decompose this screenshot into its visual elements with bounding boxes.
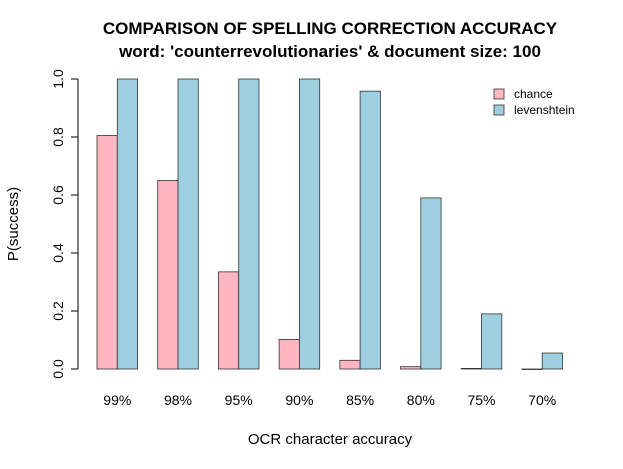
bar-levenshtein-4 <box>359 90 381 370</box>
y-tick-label: 0.8 <box>50 127 66 147</box>
y-axis-label: P(success) <box>5 187 22 261</box>
y-tick-label: 0.2 <box>50 301 66 321</box>
bar-chance-4 <box>339 359 361 370</box>
y-tick-label: 1.0 <box>50 69 66 89</box>
x-tick-label: 80% <box>407 392 435 408</box>
bar-levenshtein-5 <box>420 197 442 370</box>
bar-chance-6 <box>460 368 482 370</box>
x-tick-label: 75% <box>467 392 495 408</box>
y-tick-label: 0.6 <box>50 185 66 205</box>
x-tick-label: 95% <box>225 392 253 408</box>
y-tick-label: 0.4 <box>50 243 66 263</box>
legend-swatch-levenshtein <box>493 104 505 116</box>
x-tick-label: 70% <box>528 392 556 408</box>
bar-chance-3 <box>278 339 300 370</box>
bar-levenshtein-6 <box>481 313 503 370</box>
x-tick-label: 85% <box>346 392 374 408</box>
x-axis-label: OCR character accuracy <box>248 431 413 448</box>
x-tick-label: 98% <box>164 392 192 408</box>
bar-area <box>96 78 563 370</box>
bar-levenshtein-0 <box>116 78 139 370</box>
chart-subtitle: word: 'counterrevolutionaries' & documen… <box>118 42 541 61</box>
bar-chance-5 <box>400 366 422 370</box>
chart-title: COMPARISON OF SPELLING CORRECTION ACCURA… <box>103 19 558 38</box>
legend-label-levenshtein: levenshtein <box>514 103 575 117</box>
bar-levenshtein-3 <box>298 78 321 370</box>
y-axis-ticks: 0.0 0.2 0.4 0.6 0.8 1.0 <box>50 69 78 379</box>
x-tick-label: 99% <box>103 392 131 408</box>
bar-chance-0 <box>96 135 118 370</box>
bar-chance-7 <box>521 368 543 370</box>
x-axis-tick-labels: 99% 98% 95% 90% 85% 80% 75% 70% <box>103 392 556 408</box>
bar-levenshtein-1 <box>177 78 199 370</box>
legend-label-chance: chance <box>514 87 553 101</box>
bar-chance-2 <box>217 271 240 370</box>
bar-levenshtein-2 <box>238 78 260 370</box>
bar-chance-1 <box>157 180 179 370</box>
legend-swatch-chance <box>493 88 505 100</box>
y-tick-label: 0.0 <box>50 359 66 379</box>
bar-levenshtein-7 <box>541 352 563 370</box>
x-tick-label: 90% <box>285 392 313 408</box>
legend: chance levenshtein <box>493 87 575 117</box>
